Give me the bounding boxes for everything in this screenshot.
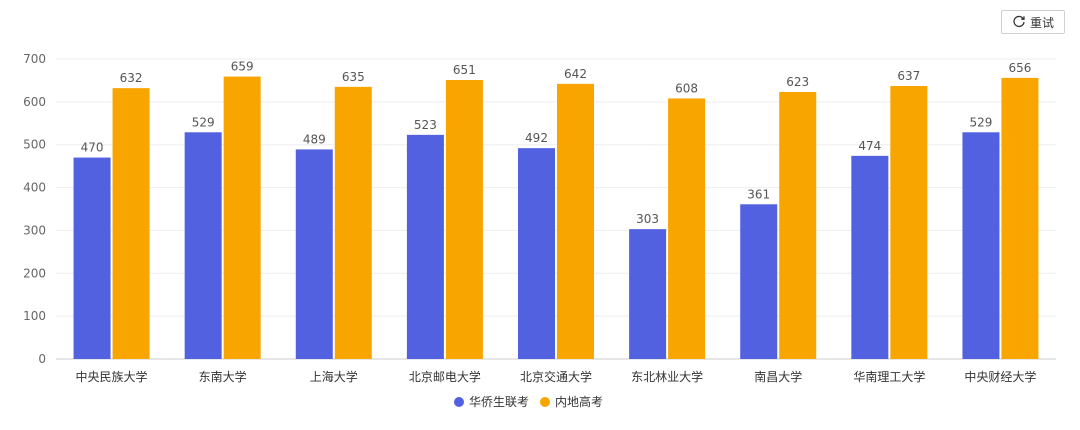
bar-series-b[interactable] [557,83,594,359]
x-tick-label: 中央民族大学 [76,369,148,384]
x-tick-label: 北京邮电大学 [409,369,481,384]
refresh-icon [1012,15,1026,29]
grid-lines [56,58,1056,360]
y-tick-label: 500 [23,138,46,152]
legend-item[interactable]: 华侨生联考 [454,395,529,409]
bars: 470 632 529 659 489 635 523 651 492 642 303 608 361 6… [73,60,1039,360]
data-label: 656 [1008,61,1031,75]
legend-marker [540,397,550,407]
x-tick-label: 南昌大学 [754,369,802,384]
bar-series-a[interactable] [295,149,333,359]
legend[interactable]: 华侨生联考 内地高考 [454,394,603,409]
y-tick-label: 700 [23,52,46,66]
y-axis: 0 100 200 300 400 500 600 700 [23,52,46,366]
bar-series-b[interactable] [223,76,261,360]
y-tick-label: 100 [23,309,46,323]
legend-label: 华侨生联考 [469,395,529,409]
y-tick-label: 0 [38,352,46,366]
legend-marker [454,397,464,407]
bar-series-a[interactable] [518,148,555,359]
data-label: 474 [858,139,881,153]
bar-series-a[interactable] [406,134,444,359]
data-label: 635 [342,70,365,84]
bar-series-a[interactable] [184,132,222,359]
bar-series-b[interactable] [445,80,483,359]
y-tick-label: 400 [23,181,46,195]
x-tick-label: 东南大学 [199,369,247,384]
bar-series-b[interactable] [779,92,817,359]
bar-series-b[interactable] [1001,77,1039,359]
data-label: 623 [786,75,809,89]
legend-label: 内地高考 [555,394,603,409]
data-label: 529 [192,115,215,129]
data-label: 651 [453,63,476,77]
data-label: 642 [564,67,587,81]
data-label: 489 [303,132,326,146]
x-tick-label: 东北林业大学 [631,369,703,384]
x-tick-label: 上海大学 [310,369,358,384]
bar-series-a[interactable] [962,132,1000,359]
reset-label: 重试 [1029,15,1054,30]
y-tick-label: 300 [23,223,46,237]
data-label: 632 [120,71,143,85]
x-tick-label: 北京交通大学 [520,369,592,384]
data-label: 492 [525,131,548,145]
bar-series-a[interactable] [73,157,111,359]
data-label: 470 [81,141,104,155]
bar-series-b[interactable] [890,86,928,359]
bar-series-a[interactable] [629,229,667,359]
x-axis: 中央民族大学 东南大学 上海大学 北京邮电大学 北京交通大学 东北林业大学 南昌大学 华南理工… [76,369,1037,384]
data-label: 303 [636,212,659,226]
x-tick-label: 中央财经大学 [964,369,1036,384]
data-label: 659 [231,60,254,74]
bar-series-b[interactable] [668,98,706,359]
legend-item[interactable]: 内地高考 [540,394,603,409]
y-tick-label: 200 [23,266,46,280]
data-label: 361 [747,187,770,201]
data-label: 637 [897,69,920,83]
data-label: 523 [414,118,437,132]
bar-series-b[interactable] [112,88,150,360]
x-tick-label: 华南理工大学 [853,369,925,384]
bar-series-b[interactable] [334,86,372,359]
y-tick-label: 600 [23,95,46,109]
bar-series-a[interactable] [851,155,889,359]
bar-series-a[interactable] [740,204,778,359]
data-label: 529 [969,115,992,129]
data-label: 608 [675,81,698,95]
reset-button[interactable]: 重试 [1001,10,1065,34]
